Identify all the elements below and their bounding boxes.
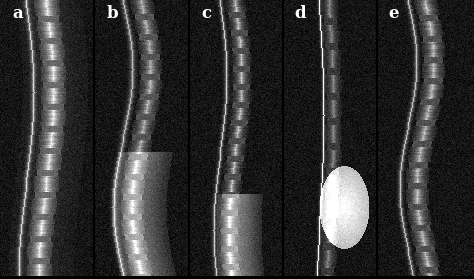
Text: c: c	[201, 5, 211, 22]
Text: e: e	[389, 5, 399, 22]
Text: d: d	[294, 5, 306, 22]
Text: a: a	[13, 5, 23, 22]
Text: b: b	[106, 5, 118, 22]
